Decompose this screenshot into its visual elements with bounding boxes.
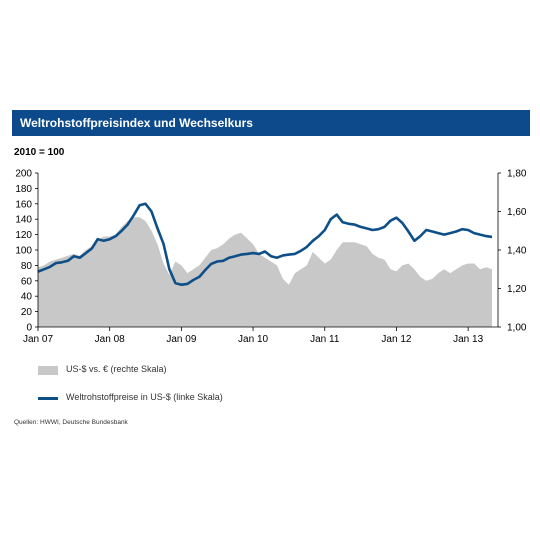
area-layer bbox=[38, 217, 493, 327]
x-tick-label: Jan 11 bbox=[310, 334, 340, 345]
left-tick-label: 160 bbox=[15, 199, 32, 210]
x-tick-label: Jan 07 bbox=[23, 334, 53, 345]
left-tick-label: 80 bbox=[21, 261, 33, 272]
left-tick-label: 60 bbox=[21, 276, 33, 287]
right-tick-label: 1,20 bbox=[507, 284, 527, 295]
right-tick-label: 1,60 bbox=[507, 207, 527, 218]
legend-label-line: Weltrohstoffpreise in US-$ (linke Skala) bbox=[66, 392, 223, 402]
x-tick-label: Jan 12 bbox=[381, 334, 411, 345]
left-tick-label: 40 bbox=[21, 292, 33, 303]
left-tick-label: 120 bbox=[15, 230, 32, 241]
series-area-usd-eur bbox=[38, 217, 493, 327]
series-line-commodity-prices bbox=[37, 202, 493, 286]
right-tick-label: 1,00 bbox=[507, 323, 527, 334]
x-tick-label: Jan 08 bbox=[95, 334, 125, 345]
line-layer bbox=[37, 202, 493, 286]
left-tick-label: 180 bbox=[15, 184, 32, 195]
legend-swatch-line bbox=[38, 397, 58, 400]
left-tick-label: 20 bbox=[21, 307, 33, 318]
chart-svg: 0 20 40 60 80 100 120 140 160 180 200 1,00 1,20 1,40 1… bbox=[15, 169, 527, 346]
title-bar: Weltrohstoffpreisindex und Wechselkurs bbox=[12, 110, 530, 136]
chart-title: Weltrohstoffpreisindex und Wechselkurs bbox=[20, 116, 253, 130]
base-label: 2010 = 100 bbox=[14, 147, 65, 158]
x-tick-label: Jan 10 bbox=[238, 334, 268, 345]
right-tick-label: 1,80 bbox=[507, 169, 527, 180]
left-tick-label: 0 bbox=[26, 323, 32, 334]
left-tick-label: 100 bbox=[15, 246, 32, 257]
x-tick-label: Jan 09 bbox=[166, 334, 196, 345]
right-tick-label: 1,40 bbox=[507, 246, 527, 257]
source-note: Quellen: HWWI, Deutsche Bundesbank bbox=[14, 419, 128, 426]
left-tick-label: 200 bbox=[15, 169, 32, 180]
legend-label-area: US-$ vs. € (rechte Skala) bbox=[66, 364, 167, 374]
axis-layer: 0 20 40 60 80 100 120 140 160 180 200 1,00 1,20 1,40 1… bbox=[15, 169, 527, 346]
left-tick-label: 140 bbox=[15, 215, 32, 226]
x-tick-label: Jan 13 bbox=[453, 334, 483, 345]
legend-swatch-area bbox=[38, 366, 58, 375]
